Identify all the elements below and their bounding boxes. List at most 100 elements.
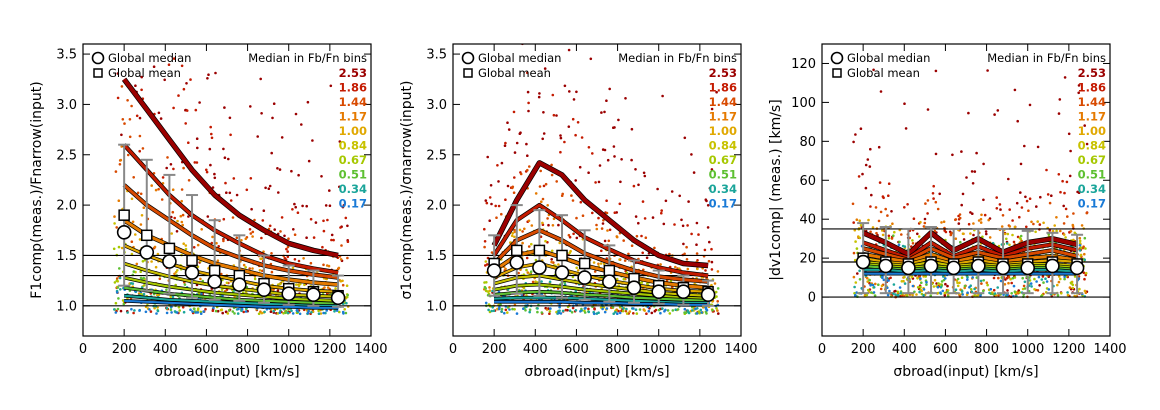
scatter-point	[922, 288, 926, 291]
scatter-point	[1005, 237, 1008, 241]
scatter-point	[130, 197, 134, 201]
scatter-point	[324, 204, 328, 207]
scatter-point	[121, 118, 125, 121]
x-tick-label: 1200	[683, 342, 716, 357]
scatter-point	[926, 108, 930, 111]
scatter-point	[865, 293, 869, 297]
global-mean-marker	[533, 244, 546, 257]
scatter-point	[852, 221, 855, 224]
scatter-point	[291, 266, 295, 270]
scatter-point	[130, 25, 133, 28]
scatter-point	[267, 227, 271, 231]
scatter-point	[335, 309, 339, 312]
scatter-point	[527, 245, 531, 248]
scatter-point	[661, 94, 664, 98]
y-tick-label: 80	[799, 135, 816, 150]
scatter-point	[936, 285, 940, 289]
scatter-point	[114, 301, 118, 305]
scatter-point	[903, 206, 906, 209]
scatter-point	[268, 224, 272, 228]
scatter-point	[993, 113, 996, 116]
scatter-point	[1077, 277, 1081, 280]
scatter-point	[531, 280, 535, 284]
scatter-point	[196, 311, 200, 314]
scatter-point	[1011, 219, 1014, 222]
scatter-point	[1064, 236, 1067, 239]
scatter-point	[956, 284, 960, 288]
scatter-point	[165, 306, 169, 310]
scatter-point	[488, 196, 492, 199]
scatter-point	[138, 149, 141, 153]
x-tick-label: 200	[482, 342, 507, 357]
scatter-point	[518, 228, 522, 232]
scatter-point	[563, 84, 567, 88]
scatter-point	[488, 219, 492, 222]
scatter-point	[601, 307, 604, 311]
scatter-point	[543, 67, 547, 70]
scatter-point	[224, 181, 227, 185]
scatter-point	[943, 229, 946, 232]
scatter-point	[163, 27, 166, 30]
scatter-point	[497, 204, 501, 208]
scatter-point	[685, 258, 689, 261]
scatter-point	[1060, 292, 1063, 295]
global-median-marker	[116, 224, 132, 240]
scatter-point	[1001, 214, 1005, 217]
scatter-point	[117, 199, 121, 202]
scatter-point	[1013, 88, 1017, 92]
legend-bin-label: 0.17	[1078, 197, 1106, 211]
scatter-point	[690, 232, 693, 236]
scatter-point	[710, 268, 714, 271]
scatter-point	[1005, 242, 1009, 245]
scatter-point	[673, 223, 676, 226]
scatter-point	[903, 245, 907, 248]
scatter-point	[903, 102, 906, 105]
global-median-marker	[330, 290, 346, 306]
scatter-point	[1058, 98, 1062, 101]
scatter-point	[199, 312, 203, 316]
scatter-point	[1029, 282, 1033, 285]
scatter-point	[485, 263, 489, 266]
scatter-point	[1078, 249, 1082, 252]
scatter-point	[148, 308, 151, 311]
scatter-point	[923, 217, 927, 221]
scatter-point	[695, 312, 699, 315]
scatter-point	[138, 134, 142, 138]
y-tick-label: 2.0	[426, 199, 447, 214]
scatter-point	[939, 285, 943, 289]
scatter-point	[971, 212, 974, 215]
x-tick-label: 1200	[1052, 342, 1085, 357]
scatter-point	[567, 233, 571, 237]
scatter-point	[715, 295, 718, 298]
scatter-point	[270, 270, 274, 274]
scatter-point	[338, 310, 341, 314]
bin-median-line	[122, 77, 339, 258]
scatter-point	[130, 104, 133, 108]
scatter-point	[345, 295, 349, 299]
scatter-point	[966, 278, 969, 281]
scatter-point	[312, 236, 316, 239]
scatter-point	[558, 305, 561, 309]
scatter-point	[344, 311, 348, 315]
scatter-point	[512, 191, 516, 194]
bin-median-line	[862, 241, 1078, 260]
scatter-point	[1013, 225, 1017, 229]
scatter-point	[988, 291, 991, 295]
scatter-point	[242, 310, 245, 314]
scatter-point	[546, 241, 549, 244]
scatter-point	[981, 235, 984, 239]
scatter-point	[899, 291, 902, 295]
scatter-point	[139, 192, 143, 196]
scatter-point	[233, 312, 236, 315]
scatter-point	[515, 141, 519, 145]
scatter-point	[868, 278, 871, 282]
scatter-point	[568, 235, 572, 239]
scatter-point	[938, 192, 941, 196]
scatter-point	[293, 202, 296, 206]
plot-frame	[82, 43, 372, 337]
scatter-point	[1062, 233, 1066, 236]
scatter-point	[1083, 277, 1086, 281]
scatter-point	[545, 308, 549, 311]
scatter-point	[244, 290, 248, 294]
scatter-point	[640, 281, 644, 284]
